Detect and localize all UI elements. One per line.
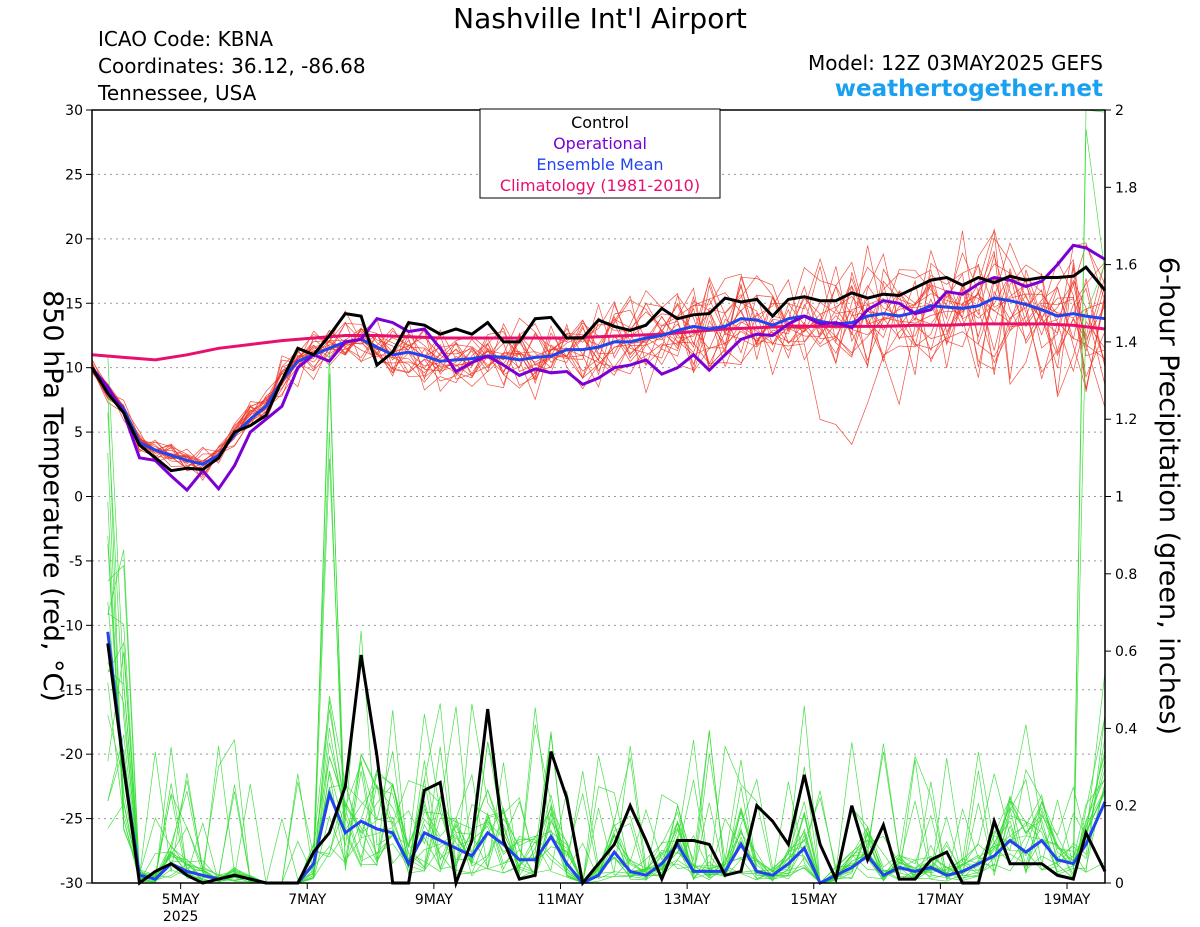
- x-tick-label: 13MAY: [664, 892, 711, 908]
- right-tick-label: 0.6: [1115, 644, 1137, 660]
- left-axis-ticks: 30 25 20 15 10 5 0 -5 -10 -15 -20 -25 -30: [60, 103, 92, 892]
- precip-member-line: [107, 452, 1106, 884]
- site-link[interactable]: weathertogether.net: [834, 76, 1103, 102]
- legend-box: [479, 108, 721, 199]
- temp-member-line: [91, 261, 1106, 472]
- legend-climatology: Climatology (1981-2010): [500, 176, 700, 195]
- temp-member-line: [91, 253, 1106, 466]
- temp-member-line: [91, 253, 1106, 469]
- x-tick-year: 2025: [163, 909, 199, 925]
- temp-climatology-line: [91, 322, 1106, 362]
- left-tick-label: 0: [74, 490, 83, 506]
- legend-ensemble-mean: Ensemble Mean: [536, 155, 663, 174]
- left-tick-label: 25: [65, 167, 83, 183]
- x-tick-label: 9MAY: [415, 892, 453, 908]
- precip-member-line: [107, 535, 1106, 884]
- temp-member-line: [91, 269, 1106, 476]
- temp-control-line: [90, 265, 1107, 473]
- temp-member-line: [91, 245, 1106, 470]
- legend-control: Control: [571, 113, 629, 132]
- icao-code: ICAO Code: KBNA: [98, 27, 274, 51]
- right-tick-label: 1.8: [1115, 180, 1137, 196]
- x-tick-label: 19MAY: [1044, 892, 1091, 908]
- x-tick-label: 11MAY: [537, 892, 584, 908]
- grid-lines: [92, 173, 1105, 820]
- temp-member-line: [91, 262, 1106, 475]
- left-axis-label: 850 hPa Temperature (red, °C): [37, 290, 68, 702]
- left-tick-label: -30: [60, 876, 83, 892]
- temp-member-line: [91, 265, 1106, 470]
- x-tick-label: 7MAY: [288, 892, 326, 908]
- left-tick-label: 30: [65, 103, 83, 119]
- precip-member-line: [107, 412, 1106, 884]
- right-tick-label: 2: [1115, 103, 1124, 119]
- right-tick-label: 0.4: [1115, 721, 1137, 737]
- legend: Control Operational Ensemble Mean Climat…: [479, 108, 721, 199]
- temp-member-line: [91, 237, 1106, 465]
- left-tick-label: -25: [60, 812, 83, 828]
- left-tick-label: -20: [60, 747, 83, 763]
- legend-operational: Operational: [553, 134, 647, 153]
- x-tick-label: 15MAY: [790, 892, 837, 908]
- model-run: Model: 12Z 03MAY2025 GEFS: [808, 51, 1103, 75]
- right-axis-label: 6-hour Precipitation (green, inches): [1153, 257, 1184, 735]
- right-tick-label: 1.4: [1115, 335, 1137, 351]
- x-tick-label: 17MAY: [917, 892, 964, 908]
- right-tick-label: 1: [1115, 490, 1124, 506]
- precip-member-line: [107, 109, 1106, 884]
- left-tick-label: -15: [60, 683, 83, 699]
- temp-operational-line: [90, 243, 1106, 493]
- left-tick-label: 10: [65, 361, 83, 377]
- temp-ensemble-mean-line: [90, 296, 1106, 466]
- left-tick-label: -10: [60, 618, 83, 634]
- right-tick-label: 1.2: [1115, 412, 1137, 428]
- precip-member-line: [107, 390, 1106, 884]
- right-tick-label: 0: [1115, 876, 1124, 892]
- precip-member-line: [107, 564, 1106, 884]
- left-tick-label: -5: [69, 554, 83, 570]
- precip-member-line: [107, 128, 1106, 884]
- precip-member-line: [107, 549, 1106, 884]
- coordinates: Coordinates: 36.12, -86.68: [98, 54, 366, 78]
- chart-title: Nashville Int'l Airport: [453, 2, 747, 35]
- left-tick-label: 20: [65, 232, 83, 248]
- precip-member-line: [107, 706, 1106, 884]
- precip-member-line: [107, 544, 1106, 884]
- left-tick-label: 5: [74, 425, 83, 441]
- left-tick-label: 15: [65, 296, 83, 312]
- right-tick-label: 0.8: [1115, 567, 1137, 583]
- x-tick-label: 5MAY: [162, 892, 200, 908]
- right-tick-label: 0.2: [1115, 799, 1137, 815]
- right-axis-ticks: 2 1.8 1.6 1.4 1.2 1 0.8 0.6 0.4 0.2 0: [1105, 103, 1137, 892]
- right-tick-label: 1.6: [1115, 258, 1137, 274]
- region: Tennessee, USA: [98, 81, 257, 105]
